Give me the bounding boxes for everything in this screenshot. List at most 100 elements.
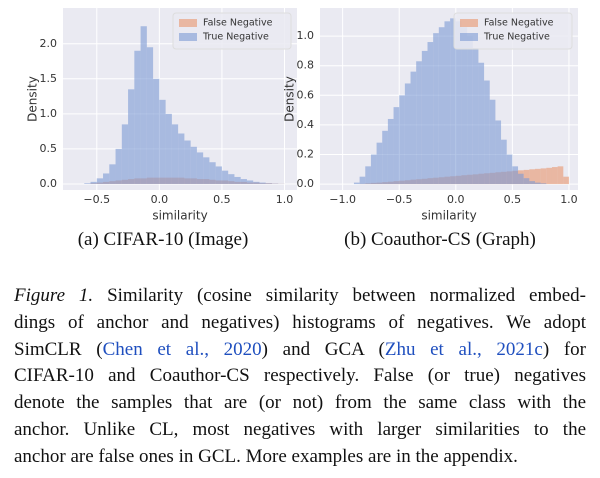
hist-bar — [450, 18, 456, 185]
hist-bar — [121, 124, 129, 184]
y-axis-label: Density — [283, 76, 297, 122]
hist-bar — [495, 120, 502, 185]
hist-bar — [489, 99, 496, 185]
x-tick-label: 0.0 — [151, 193, 169, 206]
legend-label: False Negative — [484, 18, 554, 29]
hist-bar — [84, 183, 91, 184]
x-tick-label: 0.0 — [447, 193, 465, 206]
hist-bar — [427, 42, 434, 185]
x-tick-label: −0.5 — [83, 193, 110, 206]
x-tick-label: 0.5 — [213, 193, 231, 206]
hist-bar — [410, 71, 417, 185]
y-tick-label: 0.4 — [297, 118, 315, 131]
legend-swatch — [460, 19, 478, 27]
hist-bar — [184, 140, 191, 184]
hist-bar — [404, 83, 411, 185]
hist-bar — [455, 21, 462, 185]
caption-text: denote the samples that are (or not) fro… — [14, 392, 586, 414]
hist-bar — [246, 180, 254, 184]
hist-bar — [376, 142, 383, 185]
hist-bar — [165, 113, 172, 184]
caption-line: SimCLR (Chen et al., 2020) and GCA (Zhu … — [14, 337, 586, 364]
hist-bar — [387, 118, 394, 185]
hist-bar — [128, 89, 135, 184]
hist-bar — [146, 47, 154, 184]
caption-line: denote the samples that are (or not) fro… — [14, 390, 586, 417]
hist-bar — [259, 182, 266, 184]
caption-text: ) for — [542, 338, 587, 360]
hist-bar — [444, 21, 451, 185]
subcaption: (b) Coauthor-CS (Graph) — [344, 229, 536, 250]
legend-label: True Negative — [483, 32, 550, 43]
hist-bar — [265, 183, 272, 184]
x-tick-label: −1.0 — [329, 193, 356, 206]
hist-bar — [433, 33, 439, 185]
hist-bar — [557, 166, 564, 185]
hist-bar — [512, 166, 519, 185]
hist-bar — [506, 154, 513, 185]
x-axis-label: similarity — [152, 209, 207, 223]
hist-bar — [540, 183, 547, 185]
y-tick-label: 1.0 — [40, 107, 58, 120]
y-tick-label: 1.0 — [297, 29, 315, 42]
hist-bar — [546, 167, 552, 185]
hist-bar — [529, 181, 535, 185]
subcaption: (a) CIFAR-10 (Image) — [77, 229, 249, 250]
hist-bar — [523, 178, 530, 185]
caption-text: anchor are false ones in GCL. More examp… — [14, 445, 518, 467]
hist-bar — [209, 162, 216, 184]
hist-bar — [359, 176, 366, 185]
hist-bar — [399, 95, 405, 185]
caption-line: CIFAR-10 and Coauthor-CS respectively. F… — [14, 363, 586, 390]
hist-bar — [253, 181, 260, 184]
hist-bar — [115, 148, 122, 184]
legend-swatch — [460, 33, 478, 41]
hist-bar — [140, 26, 147, 184]
hist-bar — [518, 173, 524, 185]
hist-bar — [153, 78, 160, 184]
hist-bar — [215, 166, 222, 184]
legend-swatch — [179, 33, 197, 41]
legend-label: True Negative — [202, 32, 269, 43]
y-tick-label: 2.0 — [40, 37, 58, 50]
hist-bar — [228, 174, 235, 184]
hist-bar — [467, 36, 473, 185]
hist-bar — [461, 27, 468, 185]
legend-box — [453, 12, 573, 50]
hist-bar — [501, 139, 507, 185]
chart: −0.5 0.0 0.5 1.0 0.0 0.5 1.0 1.5 2.0 similarity De… — [26, 8, 297, 223]
caption-line: anchor are false ones in GCL. More examp… — [14, 444, 586, 471]
caption-line: anchor. Unlike CL, most negatives with l… — [14, 417, 586, 444]
hist-bar — [196, 152, 204, 184]
hist-bar — [134, 50, 141, 184]
x-tick-label: −0.5 — [386, 193, 413, 206]
hist-bar — [96, 178, 104, 184]
caption-text: anchor. Unlike CL, most negatives with l… — [14, 418, 586, 440]
caption-text: Similarity (cosine similarity between no… — [93, 285, 586, 306]
legend-box — [172, 12, 292, 50]
hist-bar — [523, 169, 530, 185]
hist-bar — [535, 168, 541, 185]
x-axis-label: similarity — [421, 209, 476, 223]
hist-bar — [190, 146, 197, 184]
hist-bar — [203, 157, 210, 184]
hist-bar — [365, 166, 371, 185]
figure: −0.5 0.0 0.5 1.00.00.51.01.52.0similarityDe… — [26, 8, 578, 223]
y-tick-label: 0.2 — [297, 147, 315, 160]
hist-bar — [529, 169, 535, 185]
citation-link[interactable]: Zhu et al., 2021c — [384, 338, 543, 360]
caption: Figure 1. Similarity (cosine similarity … — [14, 283, 586, 471]
hist-bar — [540, 168, 547, 185]
y-tick-label: 1.5 — [40, 72, 58, 85]
hist-bar — [353, 182, 360, 185]
hist-bar — [393, 107, 400, 185]
hist-bar — [109, 164, 116, 184]
x-tick-label: 1.0 — [560, 193, 578, 206]
hist-bar — [240, 179, 247, 184]
caption-line: Figure 1. Similarity (cosine similarity … — [14, 283, 586, 310]
hist-bar — [472, 47, 479, 185]
hist-bar — [563, 176, 569, 185]
hist-bar — [178, 133, 185, 184]
citation-link[interactable]: Chen et al., 2020 — [102, 338, 262, 360]
